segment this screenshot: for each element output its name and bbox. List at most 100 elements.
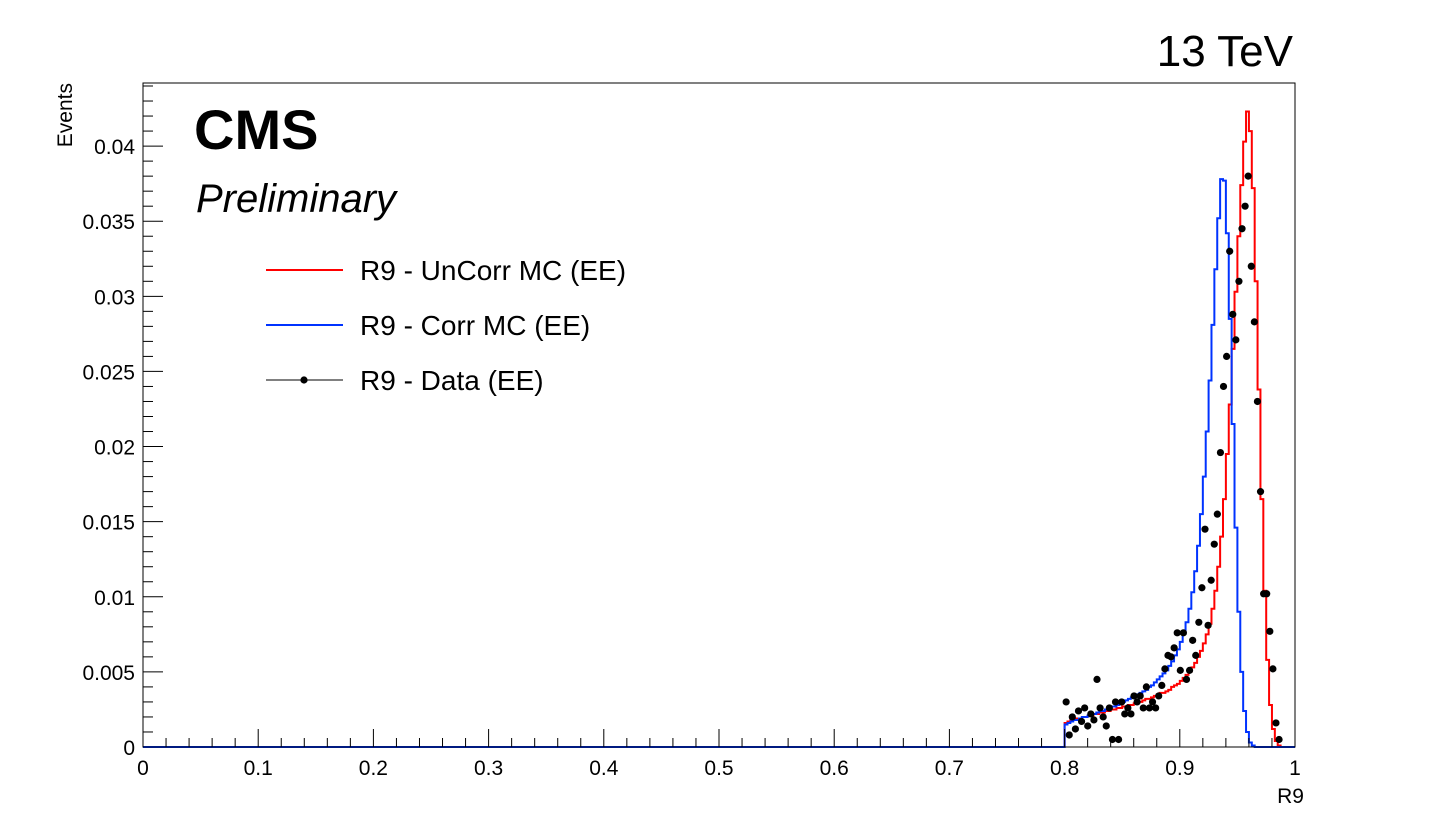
legend-label: R9 - Corr MC (EE) (360, 310, 590, 341)
data-point (1173, 629, 1181, 637)
x-tick-label: 0 (137, 757, 149, 780)
data-point (1170, 644, 1178, 652)
data-point (1192, 651, 1200, 659)
data-point (1223, 352, 1231, 361)
data-point (1241, 202, 1249, 210)
legend-label: R9 - UnCorr MC (EE) (360, 255, 626, 286)
data-point (1207, 576, 1215, 584)
data-point (1263, 590, 1271, 598)
data-point (1077, 717, 1086, 726)
data-point (1238, 225, 1246, 233)
y-tick-label: 0.02 (94, 437, 135, 460)
data-point (1087, 710, 1095, 718)
y-tick-label: 0.04 (94, 136, 135, 159)
data-point (1121, 710, 1129, 718)
data-point (1133, 698, 1141, 706)
axes-layer: 0 0.1 0.2 0.3 0.4 0.5 0.6 0.7 0.8 0.9 1 0 0.005 0.01 0… (82, 85, 1301, 780)
data-point (1108, 735, 1117, 744)
data-point (1216, 448, 1225, 457)
data-point (1074, 707, 1083, 715)
x-tick-label: 0.5 (704, 757, 733, 780)
data-point (1204, 621, 1212, 629)
data-point (1219, 382, 1228, 391)
data-point (1127, 710, 1135, 718)
x-tick-label: 1 (1289, 757, 1301, 780)
energy-label: 13 TeV (1157, 27, 1294, 76)
y-tick-label: 0.01 (94, 587, 135, 610)
data-point (1272, 719, 1280, 727)
x-tick-label: 0.6 (820, 757, 849, 780)
legend-marker (300, 376, 308, 384)
data-point (1201, 525, 1209, 533)
x-tick-label: 0.2 (359, 757, 388, 780)
legend-label: R9 - Data (EE) (360, 365, 544, 396)
data-point (1084, 722, 1092, 730)
data-point (1176, 666, 1184, 674)
data-point (1275, 735, 1283, 744)
y-tick-label: 0.03 (94, 286, 135, 309)
y-tick-label: 0.005 (82, 662, 135, 685)
x-tick-label: 0.1 (244, 757, 273, 780)
data-point (1111, 698, 1120, 706)
data-point (1161, 665, 1169, 673)
data-point (1167, 653, 1175, 661)
data-point (1210, 540, 1218, 548)
x-tick-label: 0.8 (1050, 757, 1079, 780)
data-point (1250, 318, 1258, 326)
data-point (1099, 713, 1107, 721)
data-point (1269, 665, 1277, 673)
data-point (1124, 704, 1132, 712)
data-point (1139, 704, 1147, 712)
preliminary-label: Preliminary (196, 177, 399, 221)
data-point (1115, 735, 1123, 744)
x-tick-label: 0.7 (935, 757, 964, 780)
data-point (1096, 704, 1104, 712)
data-point (1130, 692, 1138, 700)
data-point (1266, 627, 1274, 635)
data-point (1118, 698, 1126, 706)
data-point (1185, 666, 1194, 674)
data-point (1229, 310, 1237, 318)
data-point (1145, 704, 1154, 712)
data-point (1093, 675, 1101, 684)
data-point (1226, 247, 1234, 255)
data-point (1155, 692, 1163, 700)
cms-label: CMS (194, 98, 318, 161)
series-layer (143, 110, 1295, 748)
data-point (1179, 629, 1187, 637)
legend: R9 - UnCorr MC (EE) R9 - Corr MC (EE) R9 -… (266, 255, 626, 396)
data-point (1256, 488, 1265, 496)
data-point (1090, 716, 1098, 724)
data-point (1158, 681, 1166, 690)
plot-frame (142, 82, 1296, 748)
y-tick-label: 0.035 (82, 211, 135, 234)
data-point (1213, 510, 1221, 518)
y-tick-label: 0.025 (82, 361, 135, 384)
y-tick-label: 0.015 (82, 512, 135, 535)
data-point (1198, 584, 1206, 592)
data-point (1136, 692, 1144, 700)
x-tick-label: 0.3 (474, 757, 503, 780)
data-point (1152, 704, 1160, 712)
data-point (1148, 698, 1157, 706)
data-point (1142, 683, 1150, 691)
y-tick-label: 0 (123, 737, 135, 760)
y-axis-title: Events (54, 83, 77, 147)
data-point (1062, 698, 1070, 706)
data-point (1068, 713, 1076, 721)
data-point (1189, 636, 1197, 644)
data-point (1105, 704, 1113, 712)
x-tick-label: 0.9 (1165, 757, 1194, 780)
data-point (1081, 704, 1089, 712)
data-point (1195, 618, 1203, 626)
uncorr-mc-histogram (143, 110, 1295, 748)
data-point (1182, 675, 1191, 684)
data-point (1247, 262, 1255, 270)
data-point (1102, 722, 1110, 730)
x-axis-title: R9 (1277, 785, 1304, 808)
data-point (1235, 277, 1243, 285)
data-point (1253, 397, 1262, 406)
data-point (1065, 731, 1073, 739)
data-point (1232, 336, 1240, 344)
